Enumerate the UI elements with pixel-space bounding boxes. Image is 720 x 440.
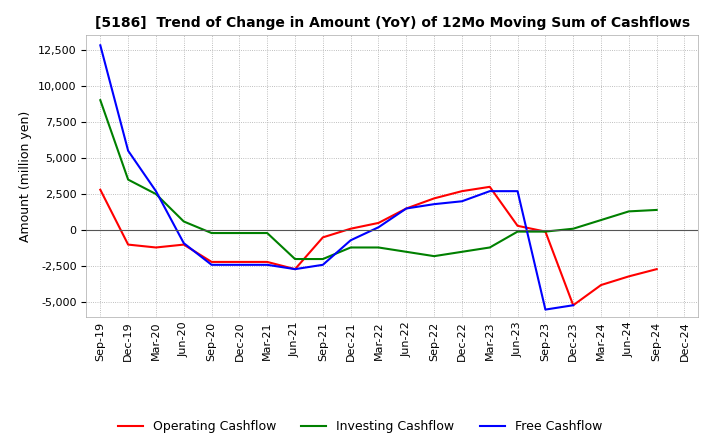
- Free Cashflow: [458, 198, 467, 204]
- Investing Cashflow: [207, 231, 216, 236]
- Operating Cashflow: [485, 184, 494, 190]
- Operating Cashflow: [346, 226, 355, 231]
- Operating Cashflow: [513, 223, 522, 228]
- Free Cashflow: [124, 148, 132, 154]
- Free Cashflow: [263, 262, 271, 268]
- Operating Cashflow: [96, 187, 104, 192]
- Operating Cashflow: [430, 196, 438, 201]
- Line: Operating Cashflow: Operating Cashflow: [100, 187, 657, 305]
- Free Cashflow: [346, 238, 355, 243]
- Operating Cashflow: [179, 242, 188, 247]
- Operating Cashflow: [569, 303, 577, 308]
- Operating Cashflow: [291, 267, 300, 272]
- Investing Cashflow: [124, 177, 132, 182]
- Investing Cashflow: [291, 257, 300, 262]
- Investing Cashflow: [513, 229, 522, 234]
- Investing Cashflow: [624, 209, 633, 214]
- Investing Cashflow: [318, 257, 327, 262]
- Investing Cashflow: [485, 245, 494, 250]
- Investing Cashflow: [458, 249, 467, 254]
- Investing Cashflow: [541, 229, 550, 234]
- Operating Cashflow: [374, 220, 383, 226]
- Investing Cashflow: [152, 191, 161, 197]
- Investing Cashflow: [96, 98, 104, 103]
- Operating Cashflow: [624, 274, 633, 279]
- Investing Cashflow: [179, 219, 188, 224]
- Free Cashflow: [402, 206, 410, 211]
- Free Cashflow: [374, 225, 383, 230]
- Operating Cashflow: [235, 259, 243, 264]
- Free Cashflow: [513, 188, 522, 194]
- Investing Cashflow: [235, 231, 243, 236]
- Free Cashflow: [569, 303, 577, 308]
- Operating Cashflow: [402, 206, 410, 211]
- Free Cashflow: [318, 262, 327, 268]
- Operating Cashflow: [652, 267, 661, 272]
- Investing Cashflow: [402, 249, 410, 254]
- Free Cashflow: [235, 262, 243, 268]
- Free Cashflow: [207, 262, 216, 268]
- Operating Cashflow: [124, 242, 132, 247]
- Y-axis label: Amount (million yen): Amount (million yen): [19, 110, 32, 242]
- Free Cashflow: [624, 259, 633, 264]
- Investing Cashflow: [346, 245, 355, 250]
- Line: Free Cashflow: Free Cashflow: [100, 45, 629, 310]
- Operating Cashflow: [458, 188, 467, 194]
- Free Cashflow: [179, 241, 188, 246]
- Free Cashflow: [541, 307, 550, 312]
- Free Cashflow: [96, 43, 104, 48]
- Legend: Operating Cashflow, Investing Cashflow, Free Cashflow: Operating Cashflow, Investing Cashflow, …: [113, 415, 607, 438]
- Operating Cashflow: [207, 259, 216, 264]
- Operating Cashflow: [597, 282, 606, 288]
- Investing Cashflow: [430, 253, 438, 259]
- Free Cashflow: [152, 188, 161, 194]
- Line: Investing Cashflow: Investing Cashflow: [100, 100, 657, 259]
- Investing Cashflow: [652, 207, 661, 213]
- Operating Cashflow: [152, 245, 161, 250]
- Free Cashflow: [485, 188, 494, 194]
- Operating Cashflow: [541, 229, 550, 234]
- Operating Cashflow: [263, 259, 271, 264]
- Operating Cashflow: [318, 235, 327, 240]
- Title: [5186]  Trend of Change in Amount (YoY) of 12Mo Moving Sum of Cashflows: [5186] Trend of Change in Amount (YoY) o…: [95, 16, 690, 30]
- Investing Cashflow: [569, 226, 577, 231]
- Investing Cashflow: [263, 231, 271, 236]
- Investing Cashflow: [374, 245, 383, 250]
- Free Cashflow: [430, 202, 438, 207]
- Free Cashflow: [291, 267, 300, 272]
- Investing Cashflow: [597, 217, 606, 223]
